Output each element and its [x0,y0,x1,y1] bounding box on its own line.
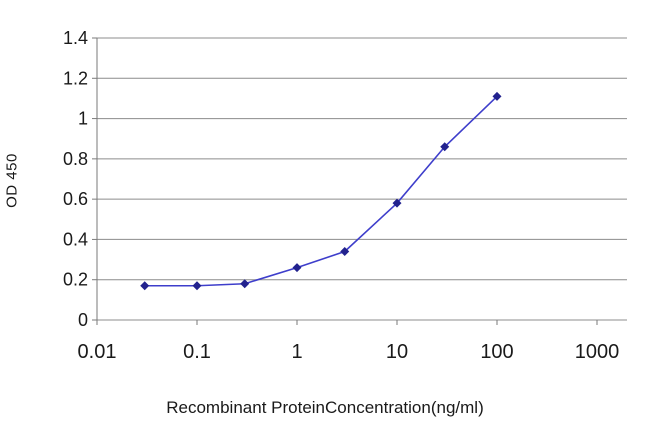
data-point-marker [492,91,502,101]
x-tick-label: 100 [480,341,513,363]
x-tick-label: 1 [291,341,302,363]
y-tick-label: 0.6 [63,189,88,209]
data-point-marker [140,281,150,291]
data-point-marker [240,279,250,289]
y-tick-label: 0.8 [63,149,88,169]
data-point-marker [392,198,402,208]
series-line [144,95,498,287]
y-axis-title: OD 450 [3,153,21,208]
x-axis-title: Recombinant ProteinConcentration(ng/ml) [166,398,484,417]
y-tick-label: 1.4 [63,28,88,48]
y-tick-label: 1 [78,109,88,129]
data-point-marker [192,281,202,291]
data-point-marker [340,247,350,257]
x-tick-label: 0.1 [183,341,211,363]
y-tick-label: 0 [78,310,88,330]
y-tick-label: 0.2 [63,270,88,290]
data-point-marker [292,263,302,273]
x-tick-label: 0.01 [78,341,117,363]
data-point-marker [440,142,450,152]
x-tick-label: 10 [386,341,408,363]
x-tick-label: 1000 [575,341,620,363]
y-tick-label: 1.2 [63,68,88,88]
y-tick-label: 0.4 [63,229,88,249]
